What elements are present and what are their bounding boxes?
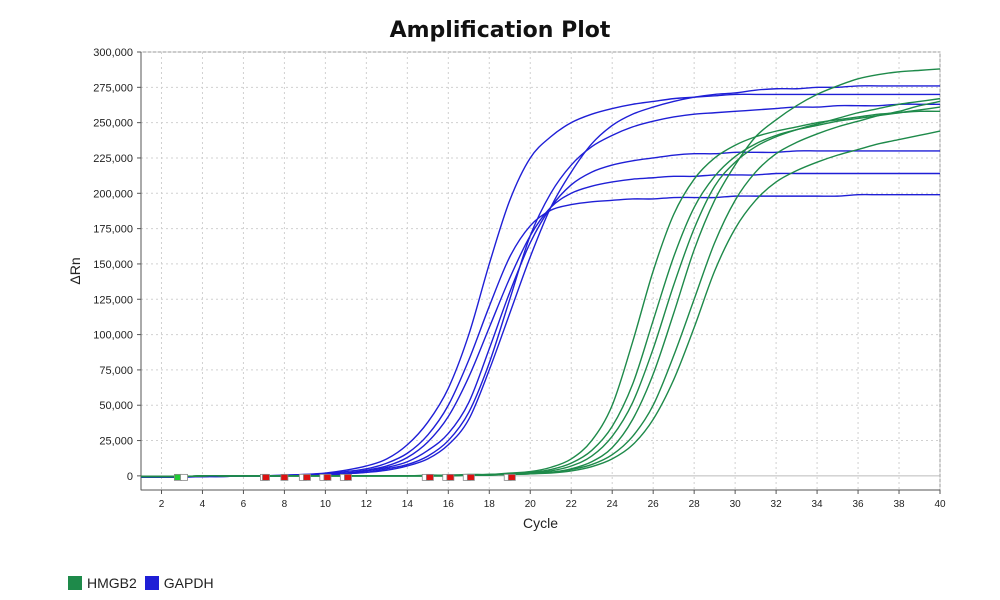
chart-title: Amplification Plot bbox=[389, 18, 611, 43]
y-tick-label-150000: 150,000 bbox=[93, 259, 133, 271]
x-tick-label-38: 38 bbox=[893, 499, 905, 510]
legend: HMGB2 GAPDH bbox=[68, 575, 222, 591]
marker-3 bbox=[262, 473, 270, 481]
legend-swatch-gapdh bbox=[144, 576, 159, 590]
y-tick-label-225000: 225,000 bbox=[93, 153, 133, 165]
x-tick-label-4: 4 bbox=[200, 499, 206, 510]
x-tick-label-22: 22 bbox=[566, 499, 578, 510]
marker-4 bbox=[280, 473, 289, 481]
series-line-hmgb2-11 bbox=[141, 130, 941, 478]
marker-12 bbox=[425, 473, 434, 481]
x-tick-label-32: 32 bbox=[771, 499, 783, 510]
legend-label-gapdh: GAPDH bbox=[163, 575, 214, 591]
y-tick-label-300000: 300,000 bbox=[93, 47, 133, 59]
x-tick-label-36: 36 bbox=[852, 499, 864, 510]
x-tick-label-34: 34 bbox=[812, 499, 824, 510]
legend-item-gapdh: GAPDH bbox=[144, 575, 214, 591]
x-tick-label-28: 28 bbox=[689, 499, 701, 510]
y-tick-label-175000: 175,000 bbox=[93, 224, 133, 236]
y-tick-label-25000: 25,000 bbox=[99, 436, 133, 448]
y-tick-label-0: 0 bbox=[127, 471, 133, 483]
legend-label-hmgb2: HMGB2 bbox=[87, 575, 137, 591]
marker-10 bbox=[344, 473, 352, 481]
x-tick-label-40: 40 bbox=[934, 499, 946, 510]
marker-6 bbox=[303, 473, 311, 481]
x-tick-label-16: 16 bbox=[443, 499, 455, 510]
y-tick-label-100000: 100,000 bbox=[93, 330, 133, 342]
marker-16 bbox=[466, 473, 475, 481]
marker-18 bbox=[507, 473, 516, 481]
marker-1 bbox=[180, 473, 188, 481]
y-tick-label-275000: 275,000 bbox=[93, 82, 133, 94]
x-tick-label-10: 10 bbox=[320, 499, 332, 510]
y-tick-label-250000: 250,000 bbox=[93, 118, 133, 130]
y-tick-label-75000: 75,000 bbox=[99, 365, 133, 377]
x-tick-label-30: 30 bbox=[730, 499, 742, 510]
x-axis-label: Cycle bbox=[523, 515, 558, 531]
y-tick-label-50000: 50,000 bbox=[99, 400, 133, 412]
x-tick-label-6: 6 bbox=[241, 499, 247, 510]
marker-14 bbox=[446, 473, 455, 481]
x-tick-label-26: 26 bbox=[648, 499, 660, 510]
x-tick-label-18: 18 bbox=[484, 499, 496, 510]
x-tick-label-2: 2 bbox=[159, 499, 165, 510]
x-tick-label-14: 14 bbox=[402, 499, 414, 510]
legend-item-hmgb2: HMGB2 bbox=[68, 575, 137, 591]
marker-8 bbox=[323, 473, 332, 481]
legend-swatch-hmgb2 bbox=[68, 576, 82, 590]
y-tick-label-200000: 200,000 bbox=[93, 188, 133, 200]
x-tick-label-12: 12 bbox=[361, 499, 373, 510]
plot-area bbox=[140, 51, 941, 491]
x-tick-label-8: 8 bbox=[282, 499, 288, 510]
amplification-plot: 2 4 6 8 10 12 14 16 18 20 22 24 26 28 30 32 34 36 38 40025,… bbox=[67, 47, 946, 531]
y-tick-label-125000: 125,000 bbox=[93, 294, 133, 306]
x-tick-label-20: 20 bbox=[525, 499, 537, 510]
y-axis-label: ΔRn bbox=[67, 257, 83, 284]
x-tick-label-24: 24 bbox=[607, 499, 619, 510]
